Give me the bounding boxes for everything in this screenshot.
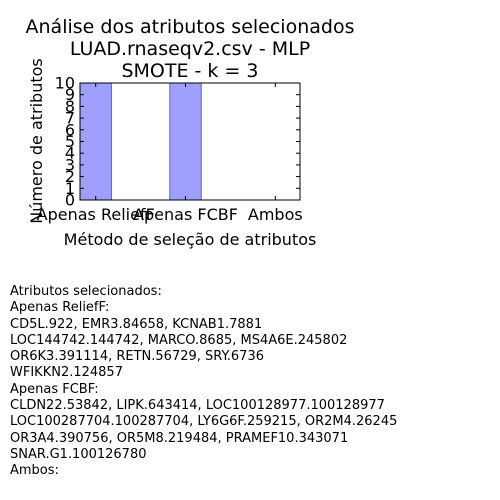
x-axis-label: Método de seleção de atributos bbox=[64, 230, 317, 249]
notes-line: OR3A4.390756, OR5M8.219484, PRAMEF10.343… bbox=[10, 430, 349, 446]
chart-title-line-2: LUAD.rnaseqv2.csv - MLP bbox=[70, 38, 310, 60]
notes-line: CD5L.922, EMR3.84658, KCNAB1.7881 bbox=[10, 316, 263, 332]
chart-title-line-3: SMOTE - k = 3 bbox=[121, 60, 258, 82]
notes-line: CLDN22.53842, LIPK.643414, LOC100128977.… bbox=[10, 398, 385, 414]
notes-heading: Atributos selecionados: bbox=[10, 284, 162, 299]
selected-attributes-notes: Atributos selecionados: Apenas ReliefF: … bbox=[10, 284, 490, 480]
plot-frame bbox=[79, 82, 301, 201]
y-tick-label: 6 bbox=[65, 120, 75, 139]
y-axis-label: Número de atributos bbox=[27, 58, 46, 224]
bar-chart: Análise dos atributos selecionados LUAD.… bbox=[26, 16, 355, 249]
y-tick-label: 4 bbox=[65, 144, 75, 163]
notes-line: LOC144742.144742, MARCO.8685, MS4A6E.245… bbox=[10, 332, 348, 348]
bar bbox=[169, 82, 202, 201]
y-tick-label: 10 bbox=[55, 74, 75, 93]
x-tick-label: Apenas ReliefF bbox=[37, 205, 155, 224]
notes-line: Apenas FCBF: bbox=[10, 381, 99, 397]
notes-line: Apenas ReliefF: bbox=[10, 300, 110, 316]
y-tick-label: 8 bbox=[65, 97, 75, 116]
notes-line: WFIKKN2.124857 bbox=[10, 365, 123, 381]
y-tick-label: 2 bbox=[65, 167, 75, 186]
y-tick-label: 1 bbox=[65, 179, 75, 198]
x-tick-label: Ambos bbox=[248, 205, 303, 224]
bar bbox=[79, 82, 112, 201]
x-tick-label: Apenas FCBF bbox=[133, 205, 238, 224]
y-tick-label: 3 bbox=[65, 155, 75, 174]
chart-title-line-1: Análise dos atributos selecionados bbox=[26, 16, 355, 38]
chart-title: Análise dos atributos selecionados LUAD.… bbox=[26, 16, 355, 82]
y-tick-label: 9 bbox=[65, 85, 75, 104]
notes-line: LOC100287704.100287704, LY6G6F.259215, O… bbox=[10, 414, 398, 430]
y-tick-label: 5 bbox=[65, 132, 75, 151]
y-tick-label: 0 bbox=[65, 191, 75, 210]
y-tick-label: 7 bbox=[65, 109, 75, 128]
notes-line: Ambos: bbox=[10, 463, 59, 479]
notes-line: SNAR.G1.100126780 bbox=[10, 446, 147, 462]
bars-layer bbox=[79, 82, 202, 201]
notes-line: OR6K3.391114, RETN.56729, SRY.6736 bbox=[10, 349, 264, 365]
